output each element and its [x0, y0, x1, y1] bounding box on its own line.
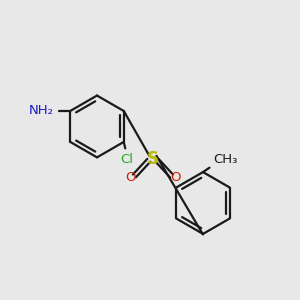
- Text: S: S: [147, 150, 159, 168]
- Text: O: O: [126, 172, 136, 184]
- Text: O: O: [170, 172, 180, 184]
- Text: CH₃: CH₃: [213, 153, 238, 166]
- Text: Cl: Cl: [120, 153, 133, 166]
- Text: NH₂: NH₂: [29, 104, 54, 118]
